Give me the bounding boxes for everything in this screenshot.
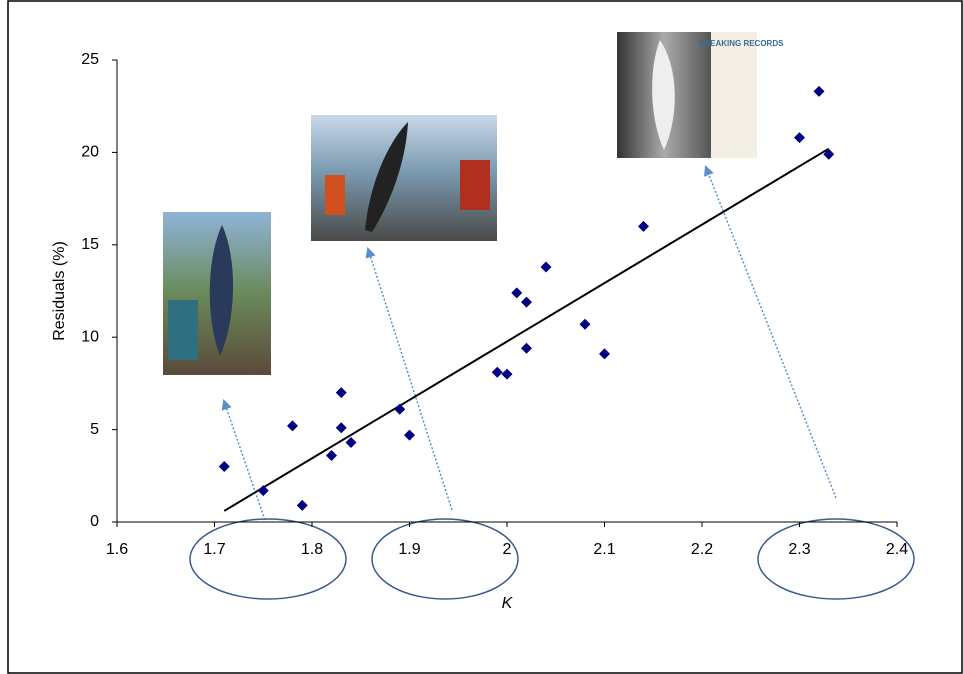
x-tick-label: 2.4 <box>886 541 908 558</box>
x-tick-label: 1.9 <box>398 541 420 558</box>
x-tick-label: 1.7 <box>203 541 225 558</box>
photo <box>617 32 757 158</box>
trendline <box>223 147 830 512</box>
data-point <box>521 296 532 308</box>
photo-caption: BREAKING RECORDS <box>699 39 785 48</box>
x-tick-label: 2.2 <box>691 541 713 558</box>
data-point <box>335 387 347 399</box>
data-point <box>579 318 591 330</box>
chart-frame <box>7 0 963 674</box>
data-point <box>794 132 805 144</box>
data-point <box>501 368 513 380</box>
x-tick-label: 2.3 <box>788 541 810 558</box>
data-point <box>511 287 523 299</box>
data-point <box>296 499 308 511</box>
arrow <box>365 247 453 511</box>
data-point <box>335 422 347 434</box>
data-point <box>823 148 835 160</box>
data-point <box>326 449 337 461</box>
arrow <box>221 399 266 521</box>
data-point <box>638 220 649 232</box>
data-point <box>404 429 415 441</box>
data-point <box>521 342 532 354</box>
data-point <box>394 403 406 415</box>
x-tick-label: 2.1 <box>593 541 615 558</box>
arrow <box>704 165 837 499</box>
highlight-ellipse <box>757 518 915 600</box>
y-axis-title: Residuals (%) <box>51 241 68 341</box>
data-point <box>540 261 552 273</box>
y-tick-label: 0 <box>90 513 99 530</box>
data-point <box>491 366 503 378</box>
highlight-ellipse <box>189 518 347 600</box>
data-point <box>218 461 230 473</box>
data-point <box>287 420 298 432</box>
y-tick-label: 10 <box>81 328 99 345</box>
highlight-ellipse <box>371 518 519 600</box>
x-tick-label: 1.6 <box>106 541 128 558</box>
photo <box>311 115 497 241</box>
y-tick-label: 20 <box>81 144 99 161</box>
photo <box>163 212 271 375</box>
y-tick-label: 25 <box>81 51 99 68</box>
x-axis-title: K <box>502 595 514 612</box>
data-point <box>257 485 269 497</box>
x-tick-label: 1.8 <box>301 541 323 558</box>
data-point <box>813 85 825 97</box>
data-point <box>599 348 610 360</box>
y-tick-label: 15 <box>81 236 99 253</box>
x-tick-label: 2 <box>503 541 512 558</box>
data-point <box>345 437 357 449</box>
y-tick-label: 5 <box>90 421 99 438</box>
